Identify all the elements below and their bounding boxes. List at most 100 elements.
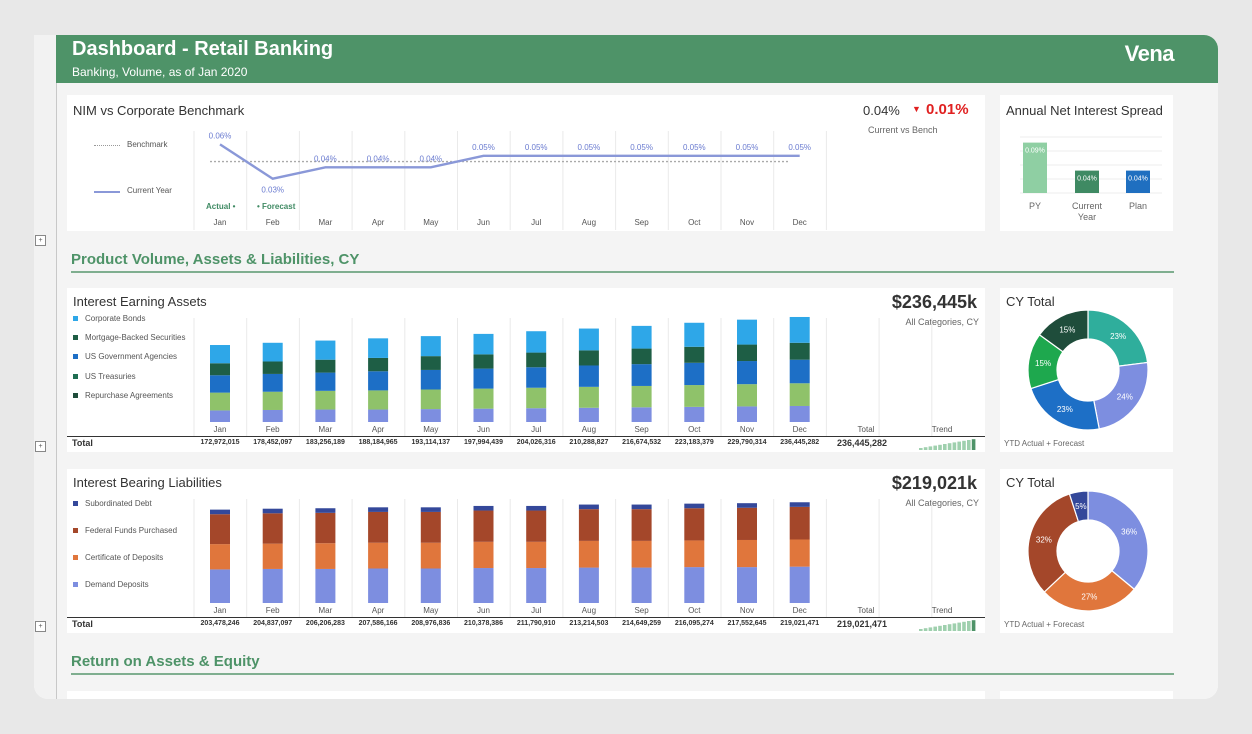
stacked-bar-segment xyxy=(789,566,810,603)
legend-swatch xyxy=(73,393,78,398)
donut-slice xyxy=(1087,490,1149,591)
total-cell: 217,552,645 xyxy=(727,620,767,627)
month-label: Apr xyxy=(372,606,385,615)
stacked-bar-segment xyxy=(473,333,494,355)
stacked-bar-segment xyxy=(737,503,757,508)
data-label: 0.05% xyxy=(525,143,548,152)
stacked-bar-segment xyxy=(473,388,494,409)
total-cell: 216,095,274 xyxy=(674,620,714,627)
stacked-bar-segment xyxy=(684,406,705,422)
assets-title: Interest Earning Assets xyxy=(73,294,207,309)
month-label: Jun xyxy=(477,425,490,434)
stacked-bar-segment xyxy=(315,390,336,410)
stacked-bar-segment xyxy=(526,510,547,542)
total-cell: 213,214,503 xyxy=(569,620,609,627)
stacked-bar-segment xyxy=(420,511,441,543)
stacked-bar-segment xyxy=(210,544,230,570)
stacked-bar-segment xyxy=(420,568,441,603)
total-cell: 206,206,283 xyxy=(305,620,345,627)
data-label: 0.04% xyxy=(1128,176,1148,183)
stacked-bar-segment xyxy=(210,410,230,422)
expand-row-icon[interactable]: + xyxy=(35,621,46,632)
stacked-bar-segment xyxy=(789,405,810,422)
month-label: May xyxy=(423,606,438,615)
month-label: Mar xyxy=(319,218,333,227)
trend-bar xyxy=(967,621,971,631)
stacked-bar-segment xyxy=(420,369,441,390)
month-label: Feb xyxy=(266,606,280,615)
trend-bar xyxy=(952,623,957,631)
total-cell: 223,183,379 xyxy=(674,439,714,446)
stacked-bar-segment xyxy=(578,504,599,510)
data-label: 0.04% xyxy=(367,154,390,163)
stacked-bar-segment xyxy=(420,389,441,410)
donut-label: 27% xyxy=(1081,592,1097,601)
donut-label: 23% xyxy=(1057,405,1073,414)
stacked-bar-segment xyxy=(684,540,705,568)
stacked-bar-segment xyxy=(684,503,705,509)
stacked-bar-segment xyxy=(210,363,230,376)
trend-bar xyxy=(938,444,942,450)
legend-item: Subordinated Debt xyxy=(73,499,152,508)
month-label: Aug xyxy=(582,218,596,227)
data-label: 0.04% xyxy=(314,154,337,163)
trend-bar xyxy=(962,440,966,450)
stacked-bar-segment xyxy=(315,359,336,373)
stacked-bar-segment xyxy=(262,568,283,603)
liabilities-grand-total: 219,021,471 xyxy=(837,619,888,629)
stacked-bar-segment xyxy=(578,386,599,408)
stacked-bar-segment xyxy=(262,373,283,392)
legend-item: Mortgage-Backed Securities xyxy=(73,333,186,342)
liabilities-caption: All Categories, CY xyxy=(905,498,979,508)
nim-delta-value: 0.01% xyxy=(926,101,969,118)
stacked-bar-segment xyxy=(315,568,336,603)
trend-bar xyxy=(957,441,961,450)
liabilities-donut-caption: YTD Actual + Forecast xyxy=(1004,620,1085,629)
month-label: Jan xyxy=(214,218,227,227)
category-label: Plan xyxy=(1129,201,1147,211)
assets-card: Interest Earning Assets $236,445k All Ca… xyxy=(67,288,985,452)
legend-swatch xyxy=(73,335,78,340)
liabilities-trend-sparkline xyxy=(919,620,976,631)
trend-bar xyxy=(928,446,933,450)
stacked-bar-segment xyxy=(210,345,230,364)
stacked-bar-segment xyxy=(578,328,599,351)
month-label: Jun xyxy=(477,218,490,227)
column-header-total: Total xyxy=(857,425,875,434)
column-header-total: Total xyxy=(857,606,875,615)
expand-row-icon[interactable]: + xyxy=(35,235,46,246)
stacked-bar-segment xyxy=(631,567,652,603)
donut-label: 24% xyxy=(1117,393,1133,402)
month-label: Apr xyxy=(372,218,385,227)
data-label: 0.04% xyxy=(419,154,442,163)
stacked-bar-segment xyxy=(578,407,599,422)
nim-title: NIM vs Corporate Benchmark xyxy=(73,103,245,118)
forecast-label: • Forecast xyxy=(257,202,296,211)
nim-card: NIM vs Corporate Benchmark 0.04% ▼ 0.01%… xyxy=(67,95,985,231)
donut-label: 23% xyxy=(1110,332,1126,341)
legend-item: Demand Deposits xyxy=(73,580,149,589)
total-label: Total xyxy=(72,438,93,448)
stacked-bar-segment xyxy=(526,387,547,409)
liabilities-donut-title: CY Total xyxy=(1006,475,1055,490)
stacked-bar-segment xyxy=(631,540,652,568)
stacked-bar-segment xyxy=(262,508,283,514)
expand-row-icon[interactable]: + xyxy=(35,441,46,452)
total-cell: 204,837,097 xyxy=(253,620,293,627)
trend-bar xyxy=(923,447,928,450)
stacked-bar-segment xyxy=(789,506,810,540)
legend-item: Corporate Bonds xyxy=(73,314,145,323)
donut-label: 15% xyxy=(1059,325,1075,334)
assets-total-row: Total 172,972,015 178,452,097 183,256,189 1… xyxy=(67,436,985,451)
spread-bar xyxy=(1023,142,1047,193)
stacked-bar-segment xyxy=(789,359,810,384)
stacked-bar-segment xyxy=(631,509,652,541)
total-cell: 203,478,246 xyxy=(200,620,240,627)
total-label: Total xyxy=(72,619,93,629)
trend-bar xyxy=(952,442,957,450)
month-label: Apr xyxy=(372,425,385,434)
legend-swatch xyxy=(73,555,78,560)
stacked-bar-segment xyxy=(262,513,283,544)
stacked-bar-segment xyxy=(368,511,389,543)
liabilities-card: Interest Bearing Liabilities $219,021k A… xyxy=(67,469,985,633)
